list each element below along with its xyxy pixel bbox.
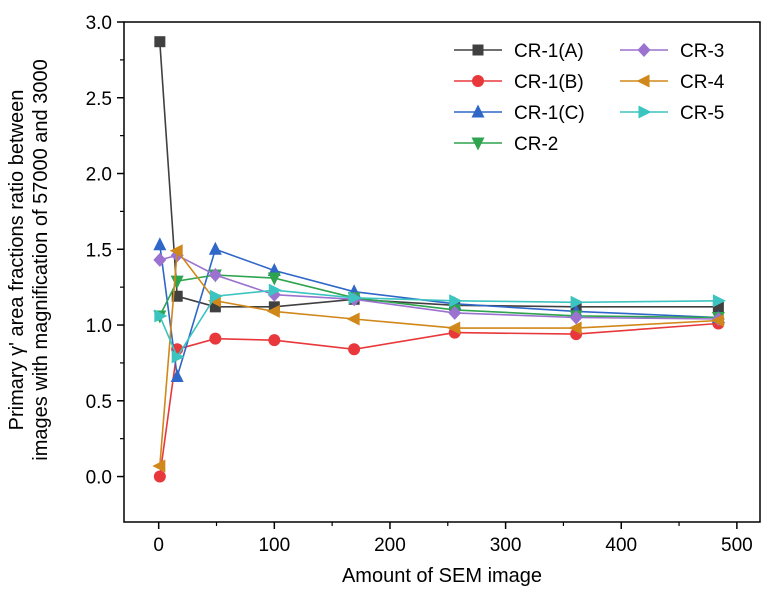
legend-marker — [638, 105, 652, 119]
series-line-cr-1-a — [159, 41, 719, 308]
series-cr-1-b — [153, 317, 725, 483]
data-point-cr-4 — [710, 313, 724, 327]
legend-marker — [472, 75, 484, 87]
x-tick-label: 400 — [605, 535, 637, 556]
y-axis-title-line1: Primary γ' area fractions ratio between — [6, 90, 28, 431]
data-point-cr-1-c — [170, 369, 184, 383]
data-point-cr-1-a — [209, 301, 221, 313]
legend-label: CR-1(B) — [514, 72, 584, 93]
y-tick-label: 1.5 — [86, 240, 112, 261]
legend-marker — [637, 43, 651, 57]
data-point-cr-5 — [268, 283, 282, 297]
legend-item-cr-2: CR-2 — [454, 134, 558, 155]
y-tick-label: 3.0 — [86, 13, 112, 34]
legend-marker — [471, 137, 485, 151]
y-tick-label: 2.5 — [86, 89, 112, 110]
legend-label: CR-1(A) — [514, 41, 584, 62]
legend-label: CR-5 — [680, 103, 724, 124]
y-axis-title-line2: images with magnification of 57000 and 3… — [30, 59, 52, 460]
data-point-cr-2 — [267, 272, 281, 286]
legend-label: CR-1(C) — [514, 103, 585, 124]
series-cr-5 — [154, 283, 726, 364]
data-point-cr-3 — [448, 305, 462, 320]
y-axis: 0.0 0.5 1.0 1.5 2.0 2.5 3.0 — [86, 13, 124, 489]
series-line-cr-1-b — [159, 322, 719, 477]
data-point-cr-4 — [568, 321, 582, 335]
x-tick-label: 100 — [258, 535, 290, 556]
legend-item-cr-1-b: CR-1(B) — [454, 72, 584, 93]
data-point-cr-4 — [346, 312, 360, 326]
legend-marker — [472, 44, 484, 56]
data-point-cr-1-b — [348, 343, 361, 356]
data-point-cr-1-a — [712, 301, 724, 313]
data-point-cr-1-b — [268, 334, 281, 347]
y-tick-label: 0.0 — [86, 468, 112, 489]
data-point-cr-4 — [266, 304, 280, 318]
data-layer — [152, 36, 726, 483]
series-cr-2 — [153, 269, 725, 325]
plot-frame — [123, 21, 761, 523]
series-line-cr-2 — [159, 274, 719, 319]
data-point-cr-3 — [569, 310, 583, 325]
legend-label: CR-4 — [680, 72, 725, 93]
data-point-cr-5 — [449, 294, 463, 308]
y-tick-label: 0.5 — [86, 392, 112, 413]
y-tick-label: 1.0 — [86, 316, 112, 337]
x-tick-label: 200 — [374, 535, 406, 556]
series-cr-4 — [152, 244, 724, 473]
legend-item-cr-5: CR-5 — [620, 103, 724, 124]
y-tick-label: 2.0 — [86, 165, 112, 186]
data-point-cr-4 — [169, 244, 183, 258]
data-point-cr-5 — [209, 289, 223, 303]
data-point-cr-1-b — [153, 470, 166, 483]
legend-label: CR-2 — [514, 134, 558, 155]
x-axis-title: Amount of SEM image — [342, 565, 542, 587]
legend-marker — [636, 74, 650, 88]
legend-item-cr-1-c: CR-1(C) — [454, 103, 585, 124]
data-point-cr-5 — [154, 309, 168, 323]
data-point-cr-3 — [208, 268, 222, 283]
data-point-cr-1-a — [268, 301, 280, 313]
data-point-cr-5 — [570, 295, 584, 309]
x-tick-label: 500 — [721, 535, 753, 556]
legend-marker — [471, 104, 485, 118]
data-point-cr-1-c — [153, 237, 167, 251]
data-point-cr-1-c — [208, 241, 222, 255]
legend-label: CR-3 — [680, 41, 724, 62]
data-point-cr-1-a — [171, 290, 183, 302]
legend-item-cr-4: CR-4 — [620, 72, 725, 93]
legend-item-cr-3: CR-3 — [620, 41, 724, 62]
x-tick-label: 0 — [153, 535, 164, 556]
data-point-cr-3 — [153, 252, 167, 267]
data-point-cr-5 — [712, 294, 726, 308]
x-tick-label: 300 — [490, 535, 522, 556]
series-line-cr-4 — [159, 248, 719, 466]
series-cr-1-c — [153, 237, 725, 383]
series-cr-1-a — [154, 36, 724, 313]
series-line-cr-1-c — [159, 244, 719, 377]
data-point-cr-1-b — [209, 332, 222, 345]
data-point-cr-5 — [348, 291, 362, 305]
data-point-cr-5 — [171, 350, 185, 364]
series-line-cr-3 — [159, 254, 719, 320]
data-point-cr-2 — [170, 275, 184, 289]
data-point-cr-4 — [152, 459, 166, 473]
data-point-cr-1-a — [154, 36, 166, 48]
legend-item-cr-1-a: CR-1(A) — [454, 41, 584, 62]
series-line-cr-5 — [159, 289, 719, 359]
legend: CR-1(A) CR-1(B) CR-1(C) CR-2 CR-3 CR-4 CR-5 — [454, 41, 725, 155]
x-axis: 0 100 200 300 400 500 — [153, 522, 753, 556]
data-point-cr-4 — [447, 321, 461, 335]
